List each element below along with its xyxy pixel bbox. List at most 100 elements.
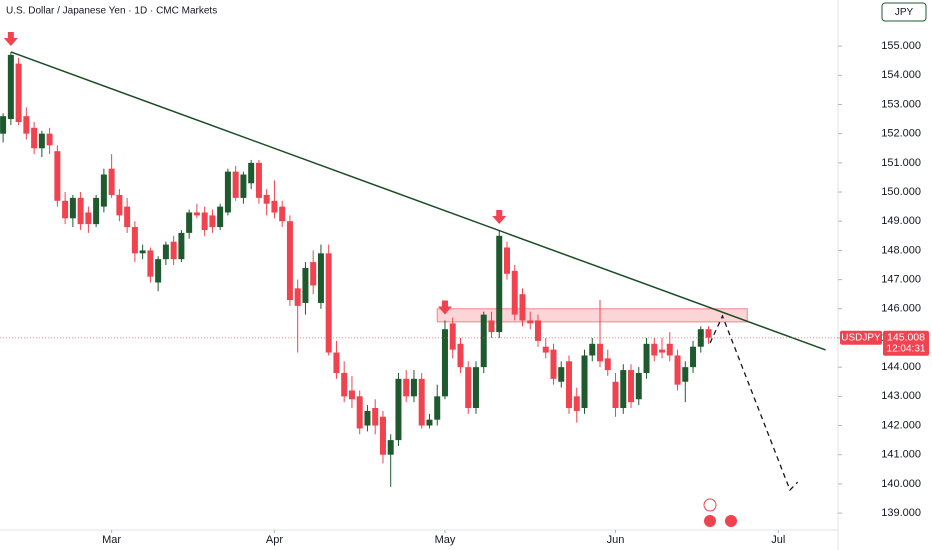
- candle-body: [472, 367, 479, 409]
- y-tick-label: 151.000: [881, 157, 921, 169]
- candle-body: [248, 162, 255, 184]
- chart-title: U.S. Dollar / Japanese Yen · 1D · CMC Ma…: [6, 6, 217, 17]
- countdown-label: 12:04:31: [887, 343, 926, 354]
- candle-body: [441, 329, 448, 397]
- x-tick-label: Jul: [771, 534, 785, 546]
- candle-body: [224, 171, 231, 213]
- y-tick-label: 153.000: [881, 98, 921, 110]
- currency-button[interactable]: [881, 2, 927, 22]
- y-tick-label: 139.000: [881, 507, 921, 519]
- arrow-marker: [492, 209, 507, 224]
- y-tick-label: 142.000: [881, 419, 921, 431]
- candle-body: [519, 294, 526, 321]
- y-tick-label: 147.000: [881, 273, 921, 285]
- candle-body: [628, 370, 635, 403]
- candle-body: [69, 197, 76, 219]
- price-label: 145.008: [887, 332, 925, 344]
- candle-body: [162, 244, 169, 260]
- candle-body: [542, 346, 549, 353]
- candle-body: [550, 349, 557, 379]
- candle-body: [325, 253, 332, 353]
- trendline: [10, 51, 826, 351]
- symbol-label: USDJPY: [841, 332, 881, 343]
- candle-body: [232, 171, 239, 198]
- candle-body: [410, 378, 417, 397]
- candle-body: [108, 168, 115, 195]
- event-icons[interactable]: [703, 498, 737, 527]
- candle-body: [131, 227, 138, 254]
- candle-body: [597, 343, 604, 362]
- candle-body: [15, 63, 22, 122]
- event-icon[interactable]: [703, 498, 717, 512]
- candle-body: [620, 370, 627, 409]
- candle-body: [271, 200, 278, 213]
- candle-body: [31, 127, 38, 149]
- y-tick-label: 152.000: [881, 128, 921, 140]
- y-tick-label: 143.000: [881, 390, 921, 402]
- candle-body: [534, 320, 541, 341]
- candle-body: [503, 247, 510, 274]
- candle-body: [666, 343, 673, 356]
- candle-body: [286, 221, 293, 301]
- event-icon[interactable]: [704, 515, 716, 527]
- y-tick-label: 144.000: [881, 361, 921, 373]
- candle-body: [372, 408, 379, 426]
- y-tick-label: 141.000: [881, 449, 921, 461]
- candle-body: [85, 212, 92, 225]
- candle-body: [573, 396, 580, 411]
- candle-body: [488, 320, 495, 333]
- candle-body: [178, 232, 185, 260]
- y-tick-label: 149.000: [881, 215, 921, 227]
- candle-body: [379, 416, 386, 455]
- y-tick-label: 146.000: [881, 303, 921, 315]
- candle-body: [674, 355, 681, 385]
- candle-body: [705, 329, 712, 338]
- x-tick-label: May: [435, 534, 456, 546]
- candle-body: [193, 212, 200, 216]
- candle-body: [7, 54, 14, 120]
- candle-body: [651, 343, 658, 356]
- candle-body: [147, 250, 154, 277]
- candle-body: [217, 206, 224, 228]
- candle-body: [356, 396, 363, 429]
- arrow-marker: [437, 300, 452, 315]
- candle-body: [364, 410, 371, 426]
- y-tick-label: 150.000: [881, 186, 921, 198]
- candle-body: [310, 262, 317, 286]
- candle-body: [46, 133, 53, 146]
- y-tick-label: 154.000: [881, 69, 921, 81]
- candle-body: [348, 390, 355, 400]
- y-tick-label: 140.000: [881, 478, 921, 490]
- candle-body: [263, 194, 270, 204]
- candle-body: [426, 419, 433, 426]
- candle-body: [100, 174, 107, 207]
- arrow-marker: [3, 31, 18, 46]
- event-icon[interactable]: [725, 515, 737, 527]
- candle-body: [643, 343, 650, 373]
- y-tick-label: 148.000: [881, 244, 921, 256]
- candle-body: [527, 320, 534, 324]
- candle-body: [116, 194, 123, 216]
- candle-body: [581, 355, 588, 409]
- candle-body: [697, 329, 704, 347]
- candle-body: [139, 250, 146, 254]
- candle-body: [93, 197, 100, 225]
- candle-body: [589, 343, 596, 356]
- candle-body: [690, 346, 697, 368]
- candle-body: [294, 288, 301, 306]
- candle-body: [682, 367, 689, 382]
- candle-body: [155, 259, 162, 283]
- price-label-bg: [883, 330, 929, 356]
- currency-button-label[interactable]: JPY: [895, 7, 914, 18]
- candle-body: [457, 343, 464, 368]
- candle-body: [659, 349, 666, 353]
- candle-body: [449, 323, 456, 350]
- candle-body: [124, 206, 131, 228]
- candle-body: [186, 212, 193, 233]
- candle-body: [635, 372, 642, 400]
- candle-body: [511, 270, 518, 315]
- candle-body: [395, 378, 402, 441]
- x-tick-label: Apr: [266, 534, 283, 546]
